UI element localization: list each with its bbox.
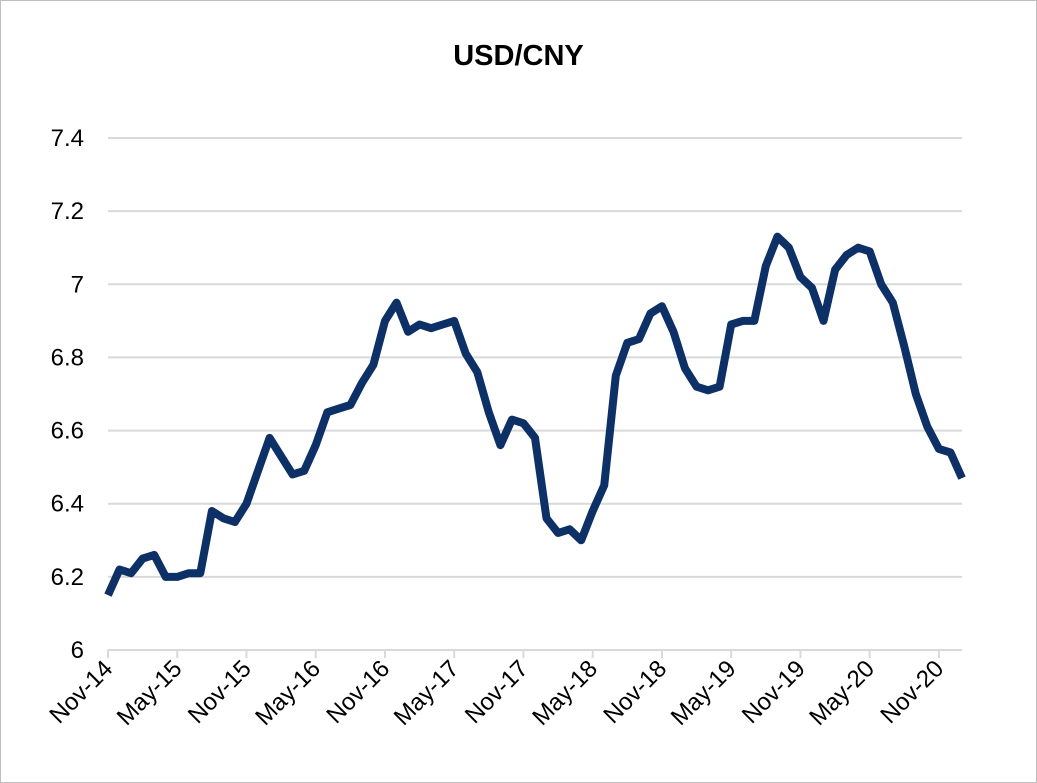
y-tick-label: 6.2 — [51, 564, 84, 591]
x-tick-label: May-16 — [250, 655, 326, 731]
x-tick-label: Nov-18 — [598, 655, 672, 729]
y-tick-label: 6.8 — [51, 344, 84, 371]
y-tick-label: 6.4 — [51, 491, 84, 518]
x-tick-label: May-19 — [666, 655, 742, 731]
x-tick-label: Nov-19 — [737, 655, 811, 729]
x-tick-label: May-18 — [527, 655, 603, 731]
y-tick-label: 7.4 — [51, 125, 84, 152]
y-tick-label: 6.6 — [51, 418, 84, 445]
x-tick-label: Nov-15 — [183, 655, 257, 729]
x-axis — [107, 649, 962, 658]
x-tick-label: Nov-14 — [44, 655, 118, 729]
x-tick-label: Nov-16 — [321, 655, 395, 729]
y-axis-tick-labels: 6 6.2 6.4 6.6 6.8 7 7.2 7.4 — [51, 125, 84, 664]
x-tick-label: May-15 — [112, 655, 188, 731]
x-tick-label: May-20 — [804, 655, 880, 731]
x-tick-label: May-17 — [389, 655, 465, 731]
y-tick-label: 6 — [71, 637, 84, 664]
x-axis-tick-labels: Nov-14May-15Nov-15May-16Nov-16May-17Nov-… — [44, 655, 949, 731]
series-lines — [104, 232, 966, 597]
chart-title: USD/CNY — [453, 40, 584, 72]
x-tick-label: Nov-17 — [460, 655, 534, 729]
series-line — [104, 232, 966, 597]
x-tick-label: Nov-20 — [875, 655, 949, 729]
y-tick-label: 7.2 — [51, 198, 84, 225]
gridlines — [108, 137, 962, 578]
y-tick-label: 7 — [71, 271, 84, 298]
